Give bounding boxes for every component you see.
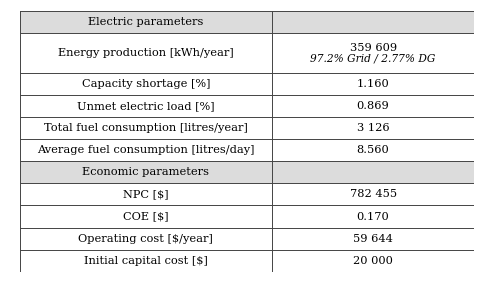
Bar: [272, 228, 474, 250]
Bar: [272, 73, 474, 95]
Text: Average fuel consumption [litres/day]: Average fuel consumption [litres/day]: [37, 145, 254, 155]
Text: 8.560: 8.560: [357, 145, 389, 155]
Text: Operating cost [$/year]: Operating cost [$/year]: [79, 233, 213, 244]
Text: 20 000: 20 000: [353, 256, 393, 266]
Bar: [272, 250, 474, 272]
Text: Electric parameters: Electric parameters: [88, 17, 204, 27]
Text: 782 455: 782 455: [350, 189, 397, 200]
Text: 1.160: 1.160: [357, 79, 389, 89]
Bar: [272, 205, 474, 228]
Bar: [272, 95, 474, 117]
Text: 0.170: 0.170: [357, 211, 389, 222]
Text: 3 126: 3 126: [357, 123, 389, 133]
Text: Capacity shortage [%]: Capacity shortage [%]: [82, 79, 210, 89]
Bar: [20, 139, 272, 161]
Text: COE [$]: COE [$]: [123, 211, 168, 222]
Text: Initial capital cost [$]: Initial capital cost [$]: [84, 256, 208, 266]
Bar: [20, 73, 272, 95]
Text: NPC [$]: NPC [$]: [123, 189, 168, 200]
Bar: [272, 117, 474, 139]
Bar: [20, 33, 272, 73]
Bar: [20, 205, 272, 228]
Bar: [20, 161, 272, 183]
Text: Unmet electric load [%]: Unmet electric load [%]: [77, 101, 215, 111]
Bar: [20, 95, 272, 117]
Bar: [272, 183, 474, 205]
Text: Energy production [kWh/year]: Energy production [kWh/year]: [58, 48, 234, 58]
Text: Economic parameters: Economic parameters: [82, 167, 209, 177]
Text: 0.869: 0.869: [357, 101, 389, 111]
Bar: [20, 228, 272, 250]
Bar: [20, 117, 272, 139]
Text: 97.2% Grid / 2.77% DG: 97.2% Grid / 2.77% DG: [310, 54, 436, 64]
Bar: [20, 183, 272, 205]
Bar: [272, 11, 474, 33]
Bar: [20, 250, 272, 272]
Bar: [272, 33, 474, 73]
Bar: [20, 11, 272, 33]
Bar: [272, 139, 474, 161]
Text: 59 644: 59 644: [353, 233, 393, 244]
Text: 359 609: 359 609: [350, 43, 397, 53]
Text: Total fuel consumption [litres/year]: Total fuel consumption [litres/year]: [44, 123, 248, 133]
Bar: [272, 161, 474, 183]
